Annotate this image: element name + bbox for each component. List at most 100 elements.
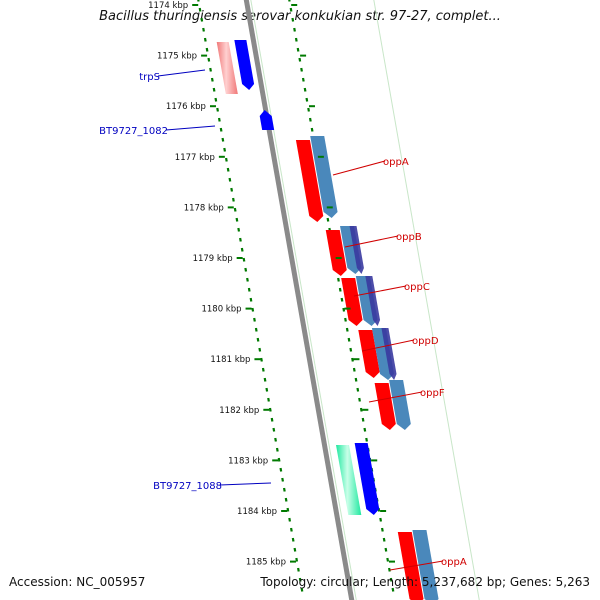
tick-dot-left	[261, 367, 265, 372]
tick-dot-right	[379, 517, 383, 522]
tick-dot-left	[288, 517, 292, 522]
gene-oppc-red	[341, 278, 363, 326]
tick-dot-left	[286, 507, 290, 512]
tick-label: 1182 kbp	[219, 406, 259, 416]
accession-text: Accession: NC_005957	[9, 575, 146, 589]
tick-dot-left	[216, 107, 219, 112]
gene-label-leader	[353, 285, 407, 297]
tick-dot-left	[293, 547, 297, 552]
tick-dot-left	[212, 87, 216, 92]
gene-label-leader	[368, 391, 423, 403]
tick-dot-left	[232, 197, 235, 202]
tick-dot-left	[258, 347, 262, 352]
tick-dot-left	[221, 137, 225, 142]
tick-dot-left	[240, 247, 244, 252]
gene-oppb-overlap	[349, 226, 364, 274]
tick-dot-left	[233, 207, 237, 212]
tick-dot-left	[214, 97, 218, 102]
gene-label-leader	[165, 125, 216, 131]
tick-dot-left	[290, 527, 293, 532]
gene-label-bt9727-1088: BT9727_1088	[153, 481, 222, 492]
tick-label: 1181 kbp	[210, 355, 250, 365]
gene-oppd-red	[358, 330, 380, 378]
gene-label-trps: trpS	[139, 72, 160, 83]
tick-dot-left	[228, 177, 232, 182]
tick-dot-left	[268, 407, 272, 412]
tick-label: 1185 kbp	[246, 558, 286, 568]
tick-dot-right	[358, 397, 361, 402]
tick-dot-left	[275, 447, 279, 452]
tick-dot-right	[301, 77, 305, 82]
gene-bt9727-1088	[354, 443, 380, 515]
tick-dot-left	[210, 77, 214, 82]
tick-dot-right	[381, 527, 384, 532]
tick-dot-left	[249, 297, 253, 302]
tick-dot-right	[326, 217, 330, 222]
tick-dot-left	[265, 387, 269, 392]
tick-dot-left	[219, 127, 223, 132]
tick-dot-right	[288, 0, 291, 2]
tick-dot-right	[289, 7, 293, 12]
gene-oppa-steel	[310, 136, 338, 218]
tick-dot-left	[244, 267, 248, 272]
gene-label-oppa: oppA	[383, 157, 409, 168]
tick-dot-right	[308, 117, 312, 122]
tick-label: 1183 kbp	[228, 456, 268, 466]
gene-oppa2-steel	[412, 530, 439, 600]
tick-dot-left	[251, 307, 255, 312]
tick-dot-left	[246, 277, 249, 282]
track-outline-right	[373, 0, 480, 600]
tick-dot-right	[356, 387, 360, 392]
gene-trps	[234, 40, 255, 90]
tick-dot-left	[202, 27, 205, 32]
backbone	[243, 0, 355, 600]
tick-dot-left	[281, 477, 284, 482]
gene-oppb-red	[325, 230, 347, 276]
tick-label: 1178 kbp	[184, 203, 224, 213]
genome-summary-text: Topology: circular; Length: 5,237,682 bp…	[260, 575, 590, 589]
tick-dot-right	[388, 567, 391, 572]
tick-dot-left	[300, 587, 304, 592]
tick-label: 1174 kbp	[148, 1, 188, 11]
tick-dot-left	[237, 227, 241, 232]
gene-label-bt9727-1082: BT9727_1082	[99, 126, 168, 137]
gene-label-leader	[332, 160, 386, 176]
gene-label-oppa: oppA	[441, 557, 467, 568]
tick-dot-left	[277, 457, 281, 462]
tick-label: 1184 kbp	[237, 507, 277, 517]
tick-dot-right	[351, 357, 354, 362]
tick-dot-left	[284, 497, 288, 502]
gene-oppc-overlap	[365, 276, 381, 326]
gene-label-leader	[219, 482, 272, 486]
tick-labels: 1174 kbp 1175 kbp 1176 kbp 1177 kbp 1178 kbp…	[148, 1, 395, 568]
tick-dot-left	[230, 187, 234, 192]
gene-label-leader	[157, 69, 206, 77]
gene-bt9727-1082	[259, 110, 275, 130]
tick-dot-left	[198, 7, 202, 12]
tick-dot-left	[254, 327, 258, 332]
tick-dot-left	[226, 167, 230, 172]
tick-dot-left	[282, 487, 286, 492]
tick-dot-right	[340, 297, 344, 302]
tick-dot-right	[361, 417, 365, 422]
tick-dot-left	[223, 147, 227, 152]
tick-dot-right	[303, 87, 307, 92]
tick-dot-left	[298, 577, 302, 582]
tick-dot-right	[337, 277, 340, 282]
tick-dot-left	[217, 117, 221, 122]
tick-dot-right	[342, 307, 346, 312]
tick-dot-left	[200, 17, 204, 22]
tick-dot-right	[352, 367, 356, 372]
tick-dot-left	[260, 357, 263, 362]
gene-teal-bt9727-1088-neighbor	[336, 445, 362, 515]
tick-dot-right	[298, 57, 302, 62]
tick-dot-right	[389, 577, 393, 582]
tick-dot-right	[345, 327, 349, 332]
gene-label-leader	[344, 235, 399, 248]
tick-dot-right	[391, 587, 395, 592]
tick-dot-right	[305, 97, 309, 102]
tick-dot-right	[354, 377, 358, 382]
gene-oppd-overlap	[381, 328, 397, 380]
tick-dot-right	[310, 127, 314, 132]
